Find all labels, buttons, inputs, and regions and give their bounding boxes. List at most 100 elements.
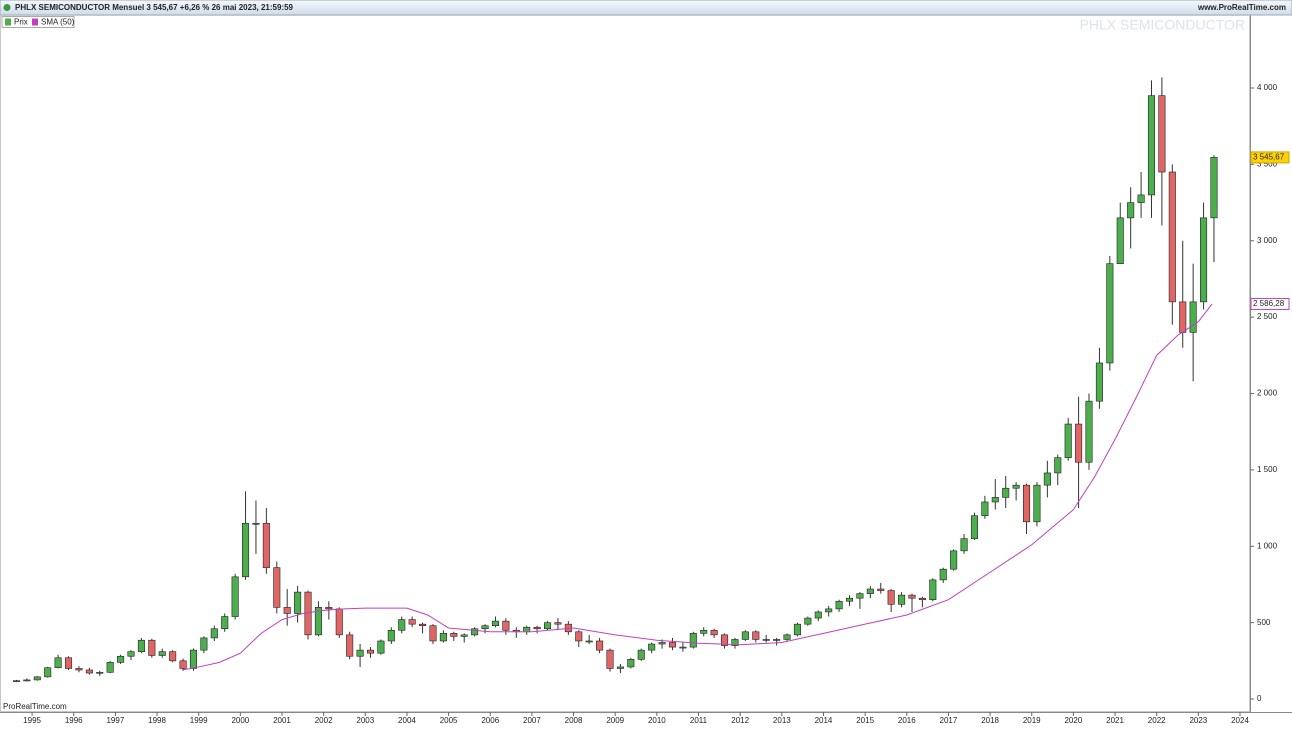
candle-body [419, 623, 427, 626]
candle-body [200, 637, 208, 651]
candle-body [1075, 423, 1083, 463]
y-tick-label: 1 500 [1257, 465, 1278, 474]
candle-body [127, 651, 135, 657]
candle-body [1158, 95, 1166, 173]
candle-body [762, 639, 770, 641]
x-tick-label: 2018 [981, 716, 999, 725]
candle-body [981, 501, 989, 517]
plot-frame [0, 15, 1250, 712]
x-tick-label: 2017 [940, 716, 958, 725]
candle-body [408, 619, 416, 625]
x-tick-label: 2021 [1106, 716, 1124, 725]
source: www.ProRealTime.com [1197, 3, 1286, 12]
candle-body [856, 593, 864, 599]
candle-body [835, 600, 843, 610]
watermark: PHLX SEMICONDUCTOR [1080, 17, 1245, 33]
candle-body [148, 639, 156, 656]
candle-body [262, 523, 270, 568]
candle-body [1210, 157, 1218, 219]
candle-body [627, 659, 635, 668]
x-tick-label: 2024 [1231, 716, 1249, 725]
candle-body [1023, 484, 1031, 523]
candle-body [585, 640, 593, 643]
candle-body [679, 646, 687, 649]
x-tick-label: 2015 [856, 716, 874, 725]
sma-label-box [1250, 297, 1290, 310]
candle-body [773, 639, 781, 641]
legend-label: SMA (50) [41, 18, 75, 27]
candle-body [210, 628, 218, 639]
candle-body [273, 567, 281, 608]
candle-body [471, 628, 479, 636]
candle-body [543, 622, 552, 630]
candle-body [721, 634, 729, 646]
candle-body [804, 617, 812, 625]
candle-body [356, 649, 364, 657]
x-tick-label: 2008 [565, 716, 583, 725]
candle-body [366, 649, 375, 654]
candle-body [1033, 484, 1041, 523]
x-tick-label: 2002 [315, 716, 333, 725]
candle-body [221, 616, 229, 630]
footer: ProRealTime.com [3, 702, 67, 711]
candle-body [918, 597, 926, 601]
candle-body [189, 649, 198, 669]
candle-body [460, 634, 468, 637]
x-tick-label: 1997 [106, 716, 124, 725]
y-tick-label: 3 500 [1257, 159, 1278, 168]
x-tick-label: 2022 [1148, 716, 1166, 725]
candle-body [939, 568, 947, 581]
x-tick-label: 2013 [773, 716, 791, 725]
candle-body [398, 619, 406, 631]
candle-body [23, 679, 31, 682]
candle-body [929, 579, 937, 601]
x-tick-label: 1998 [148, 716, 166, 725]
candle-body [877, 588, 885, 591]
x-tick-label: 2020 [1064, 716, 1082, 725]
candle-body [1054, 457, 1062, 474]
candle-body [1179, 301, 1187, 333]
candle-body [1106, 263, 1114, 364]
candle-body [689, 633, 697, 648]
candle-body [335, 608, 343, 636]
candle-body [179, 660, 187, 669]
candle-body [85, 669, 93, 674]
y-tick-label: 2 500 [1257, 312, 1278, 321]
candle-body [616, 666, 624, 669]
candle-body [1168, 171, 1176, 303]
candle-body [283, 607, 291, 614]
x-tick-label: 1995 [23, 716, 41, 725]
sma-label: 2 586,28 [1253, 299, 1285, 308]
candle-body [1137, 194, 1145, 203]
candle-body [1085, 400, 1093, 463]
candle-body [814, 611, 822, 619]
candle-body [648, 643, 656, 651]
y-tick-label: 0 [1257, 694, 1262, 703]
x-tick-label: 2004 [398, 716, 416, 725]
sma-line [181, 303, 1213, 671]
candle-body [252, 523, 260, 525]
legend-swatch [32, 18, 38, 26]
candle-body [970, 515, 978, 539]
x-tick-label: 2007 [523, 716, 541, 725]
legend-swatch [5, 18, 11, 26]
y-tick-label: 500 [1257, 618, 1271, 627]
candle-body [1095, 362, 1103, 402]
candle-body [346, 634, 354, 657]
candle-body [54, 657, 62, 669]
candle-body [169, 651, 177, 662]
candle-body [450, 633, 458, 637]
x-tick-label: 2016 [898, 716, 916, 725]
x-tick-label: 2010 [648, 716, 666, 725]
candle-body [741, 631, 749, 640]
x-tick-label: 2012 [731, 716, 749, 725]
candle-body [1147, 95, 1156, 196]
candle-body [554, 622, 562, 625]
candle-body [637, 649, 645, 660]
candle-body [898, 594, 906, 605]
y-tick-label: 3 000 [1257, 236, 1278, 245]
candle-body [700, 629, 708, 634]
candle-body [12, 680, 20, 682]
candle-body [1116, 217, 1124, 264]
candle-body [991, 497, 999, 503]
